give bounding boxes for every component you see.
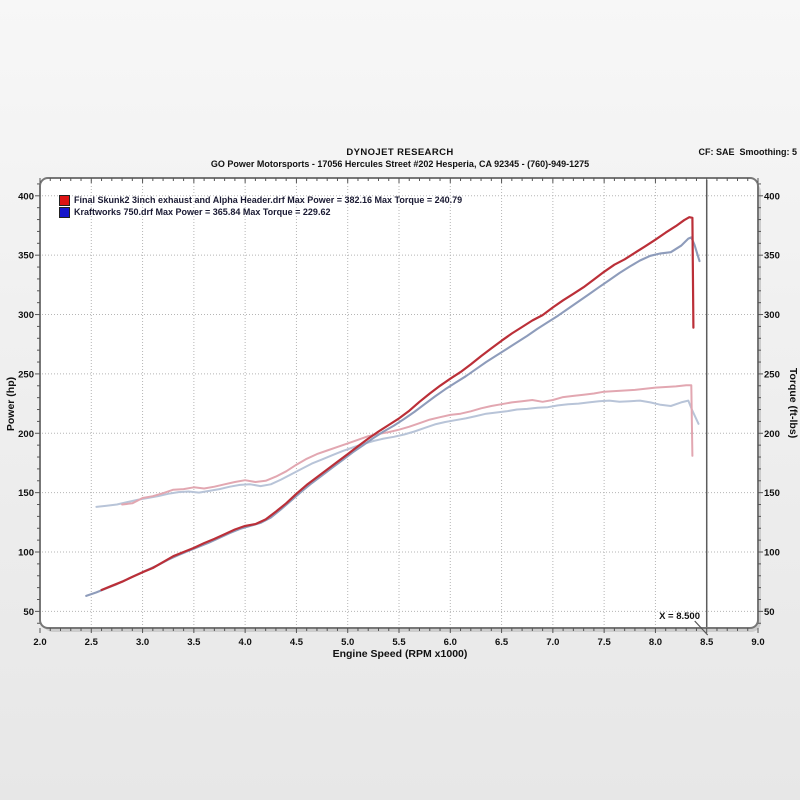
power-tick-label: 250	[18, 369, 34, 380]
legend-label-run2: Kraftworks 750.drf Max Power = 365.84 Ma…	[74, 207, 331, 217]
rpm-tick-label: 8.0	[649, 637, 662, 648]
power-tick-label: 150	[18, 488, 34, 499]
torque-axis-title: Torque (ft-lbs)	[787, 368, 799, 438]
power-tick-label: 100	[18, 548, 34, 559]
power-tick-label: 200	[18, 429, 34, 440]
torque-tick-label: 350	[764, 251, 780, 262]
correction-smoothing-info: CF: SAE Smoothing: 5	[698, 147, 798, 157]
series-kraftworks-750-torque	[95, 399, 700, 508]
rpm-tick-label: 6.5	[495, 637, 509, 648]
power-tick-label: 400	[18, 191, 34, 202]
rpm-tick-label: 3.0	[136, 637, 149, 648]
torque-tick-label: 200	[764, 429, 780, 440]
rpm-tick-label: 3.5	[187, 637, 201, 648]
rpm-tick-label: 2.0	[33, 637, 46, 648]
rpm-tick-label: 5.0	[341, 637, 354, 648]
rpm-tick-label: 8.5	[700, 637, 714, 648]
power-tick-label: 50	[23, 607, 34, 618]
legend-row-run2: Kraftworks 750.drf Max Power = 365.84 Ma…	[59, 206, 462, 218]
legend-swatch-red	[59, 194, 70, 206]
rpm-tick-label: 7.0	[546, 637, 559, 648]
torque-tick-label: 300	[764, 310, 780, 321]
rpm-tick-label: 2.5	[85, 637, 99, 648]
torque-tick-label: 100	[764, 548, 780, 559]
torque-tick-label: 150	[764, 488, 780, 499]
rpm-tick-label: 9.0	[751, 637, 764, 648]
legend-row-run1: Final Skunk2 3inch exhaust and Alpha Hea…	[59, 194, 462, 206]
rpm-tick-label: 4.0	[239, 637, 252, 648]
gridlines	[42, 180, 756, 626]
legend-label-run1: Final Skunk2 3inch exhaust and Alpha Hea…	[74, 195, 463, 205]
legend-swatch-blue	[59, 206, 70, 218]
rpm-tick-label: 7.5	[598, 637, 612, 648]
tick-marks	[35, 178, 763, 633]
shop-address-line: GO Power Motorsports - 17056 Hercules St…	[210, 159, 590, 169]
torque-tick-label: 400	[764, 191, 780, 202]
power-tick-label: 300	[18, 310, 34, 321]
series-final-skunk2-torque	[121, 384, 694, 506]
torque-tick-label: 50	[764, 607, 775, 618]
tick-labels: 400 400 350 350 300 300 250 250 200 200 150 150 100 1…	[18, 191, 780, 648]
power-tick-label: 350	[18, 251, 34, 262]
rpm-tick-label: 4.5	[290, 637, 304, 648]
rpm-axis-title: Engine Speed (RPM x1000)	[333, 648, 468, 660]
legend: Final Skunk2 3inch exhaust and Alpha Hea…	[59, 194, 462, 218]
cursor-callout-line	[694, 620, 709, 636]
power-axis-title: Power (hp)	[5, 377, 17, 431]
torque-tick-label: 250	[764, 369, 780, 380]
cursor-readout: X = 8.500	[659, 611, 700, 622]
rpm-tick-label: 5.5	[392, 637, 406, 648]
series-final-skunk2-power	[100, 216, 695, 592]
plot-area[interactable]	[35, 177, 763, 636]
page-title: DYNOJET RESEARCH	[346, 147, 454, 158]
rpm-tick-label: 6.0	[444, 637, 457, 648]
